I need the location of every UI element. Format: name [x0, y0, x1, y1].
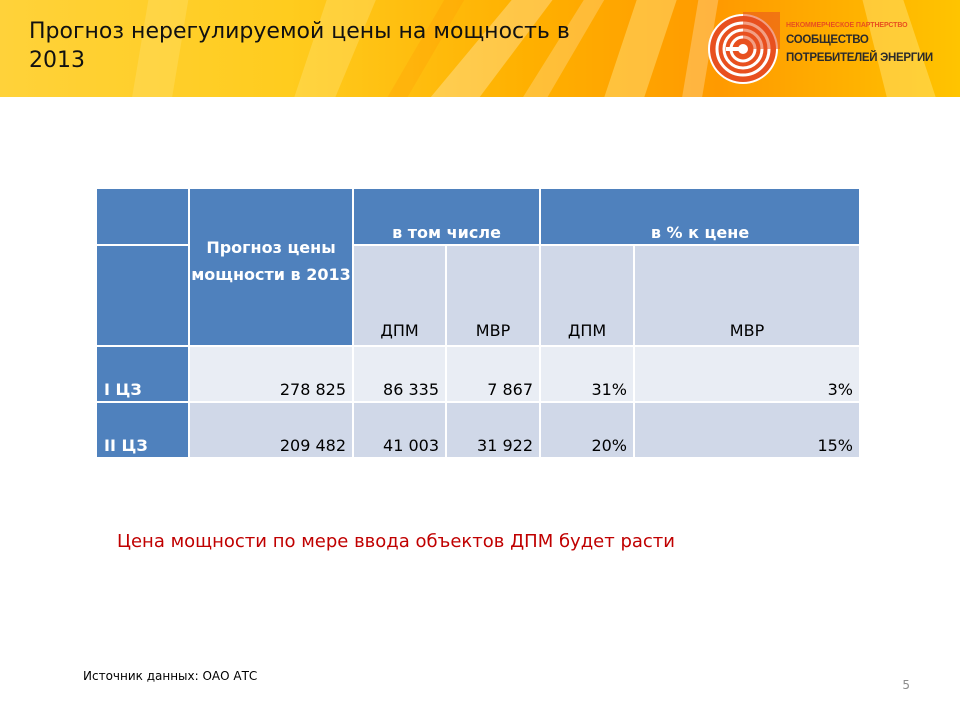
cell-forecast: 278 825: [188, 345, 354, 403]
table-header-row: Прогноз цены мощности в 2013 в том числе…: [95, 187, 861, 347]
subheader-mvr: МВР: [445, 244, 541, 347]
subheader-dpm-percent: ДПМ: [539, 244, 635, 347]
cell-forecast: 209 482: [188, 401, 354, 459]
page-number: 5: [902, 678, 910, 692]
row-label: I ЦЗ: [95, 345, 190, 403]
logo-name-line1: СООБЩЕСТВО: [786, 34, 869, 46]
energy-consumers-logo-icon: [708, 12, 780, 84]
subheader-mvr-percent: МВР: [633, 244, 861, 347]
cell-dpm: 86 335: [352, 345, 447, 403]
header-forecast: Прогноз цены мощности в 2013: [188, 187, 354, 347]
logo-name-line2: ПОТРЕБИТЕЛЕЙ ЭНЕРГИИ: [786, 52, 933, 64]
header-including: в том числе: [352, 187, 541, 246]
table-row: I ЦЗ 278 825 86 335 7 867 31% 3%: [95, 345, 861, 403]
cell-mvr: 31 922: [445, 401, 541, 459]
table-corner-cell-lower: [95, 244, 190, 347]
row-label: II ЦЗ: [95, 401, 190, 459]
cell-dpm-percent: 20%: [539, 401, 635, 459]
table-row: II ЦЗ 209 482 41 003 31 922 20% 15%: [95, 401, 861, 459]
cell-mvr: 7 867: [445, 345, 541, 403]
data-source: Источник данных: ОАО АТС: [83, 669, 258, 683]
organization-logo: НЕКОММЕРЧЕСКОЕ ПАРТНЕРСТВО СООБЩЕСТВО ПО…: [706, 12, 952, 86]
slide-header: Прогноз нерегулируемой цены на мощность …: [0, 0, 960, 97]
cell-mvr-percent: 3%: [633, 345, 861, 403]
logo-org-type: НЕКОММЕРЧЕСКОЕ ПАРТНЕРСТВО: [786, 22, 908, 29]
slide-title: Прогноз нерегулируемой цены на мощность …: [29, 19, 570, 73]
sun-rays-background: [132, 0, 936, 97]
subheader-dpm: ДПМ: [352, 244, 447, 347]
table-subheader-row: ДПМ МВР ДПМ МВР: [95, 244, 861, 347]
cell-dpm-percent: 31%: [539, 345, 635, 403]
table-corner-cell: [95, 187, 190, 246]
highlight-note: Цена мощности по мере ввода объектов ДПМ…: [117, 531, 675, 552]
cell-mvr-percent: 15%: [633, 401, 861, 459]
header-percent: в % к цене: [539, 187, 861, 246]
cell-dpm: 41 003: [352, 401, 447, 459]
price-forecast-table: Прогноз цены мощности в 2013 в том числе…: [95, 187, 861, 459]
